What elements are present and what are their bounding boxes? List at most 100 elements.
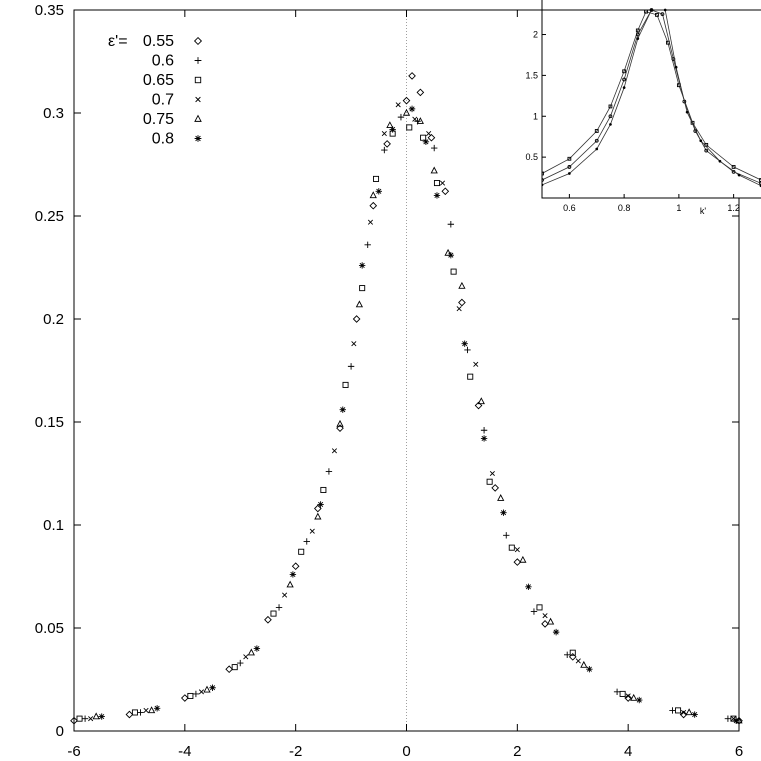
data-point <box>635 28 640 33</box>
square-marker <box>508 544 515 551</box>
data-point <box>131 709 138 716</box>
data-point <box>655 13 659 17</box>
data-point <box>143 707 149 713</box>
square-marker <box>270 610 277 617</box>
data-point <box>486 478 493 485</box>
square-marker <box>359 285 366 292</box>
data-point <box>497 494 505 501</box>
triangle-marker <box>685 708 693 716</box>
data-point <box>503 532 510 539</box>
data-point <box>513 558 522 566</box>
star-marker <box>339 406 346 413</box>
plus-marker <box>431 144 438 152</box>
inset-series-line <box>542 9 761 184</box>
square-marker <box>420 134 427 141</box>
data-point <box>303 538 310 545</box>
data-point <box>564 651 571 658</box>
data-point <box>489 470 495 477</box>
diamond-marker <box>336 424 344 433</box>
star-marker <box>153 705 161 712</box>
data-point <box>514 547 520 553</box>
x-tick-label: -2 <box>289 743 302 760</box>
data-point <box>408 72 416 80</box>
dot-marker <box>636 37 640 40</box>
data-point <box>636 696 643 704</box>
square-marker <box>569 649 576 656</box>
star-marker <box>422 138 430 146</box>
data-point <box>635 32 640 37</box>
circle-marker <box>660 12 665 16</box>
dot-marker <box>718 159 722 163</box>
x-tick-label: 2 <box>513 743 521 760</box>
data-point <box>194 76 202 84</box>
data-point <box>381 146 388 154</box>
star-marker <box>586 666 593 673</box>
cross-marker <box>243 654 249 660</box>
data-point <box>147 706 156 714</box>
cross-marker <box>456 306 462 312</box>
data-point <box>364 241 371 249</box>
data-point <box>420 134 427 141</box>
data-point <box>253 645 261 652</box>
cross-marker <box>143 707 149 713</box>
data-point <box>458 298 466 307</box>
inset-y-tick-label: 1.5 <box>525 70 538 80</box>
dot-marker <box>609 123 612 126</box>
triangle-marker <box>497 494 505 501</box>
data-point <box>336 424 344 433</box>
square-marker <box>433 180 440 187</box>
data-point <box>660 12 665 16</box>
triangle-marker <box>286 580 294 588</box>
triangle-marker <box>519 555 527 563</box>
x-tick-label: 4 <box>624 743 632 760</box>
cross-marker <box>198 689 205 695</box>
triangle-marker <box>735 716 743 724</box>
data-point <box>530 608 538 615</box>
data-point <box>416 117 424 124</box>
diamond-marker <box>369 201 378 210</box>
cross-marker <box>439 180 446 186</box>
x-tick-label: 0 <box>402 743 410 760</box>
data-point <box>342 381 349 388</box>
inset-x-axis-label: k' <box>700 206 707 216</box>
triangle-marker <box>247 648 255 656</box>
data-point <box>92 712 100 720</box>
data-point <box>464 346 471 354</box>
square-marker <box>320 486 327 493</box>
data-point <box>595 147 599 151</box>
plus-marker <box>192 690 200 698</box>
data-point <box>336 419 344 427</box>
data-point <box>473 361 479 367</box>
legend-label: 0.55 <box>143 33 174 50</box>
data-point <box>474 401 483 410</box>
data-point <box>508 544 515 551</box>
inset-x-tick-label: 1 <box>676 203 681 213</box>
data-point <box>622 69 627 74</box>
dot-marker <box>650 8 653 12</box>
data-point <box>461 340 468 347</box>
star-marker <box>358 262 366 269</box>
triangle-marker <box>430 166 438 174</box>
circle-marker <box>542 178 544 182</box>
data-point <box>426 131 432 137</box>
data-point <box>575 658 581 664</box>
diamond-marker <box>352 315 361 323</box>
triangle-marker <box>355 300 364 308</box>
y-tick-label: 0.1 <box>43 517 64 534</box>
data-point <box>439 180 446 186</box>
data-point <box>192 690 200 698</box>
square-marker <box>644 9 648 14</box>
star-marker <box>317 501 324 508</box>
data-point <box>313 504 322 513</box>
square-marker <box>675 707 682 714</box>
triangle-marker <box>314 512 322 520</box>
data-point <box>542 613 548 619</box>
inset-series-line <box>542 9 761 187</box>
square-marker <box>486 478 493 485</box>
data-point <box>541 620 549 628</box>
triangle-marker <box>402 108 411 116</box>
plus-marker <box>381 146 388 154</box>
data-point <box>458 281 466 289</box>
data-point <box>125 710 134 719</box>
